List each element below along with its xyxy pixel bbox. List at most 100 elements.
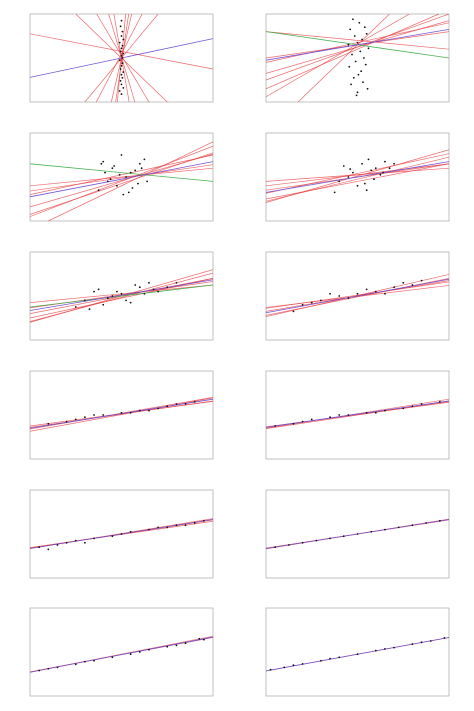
data-point: [143, 292, 146, 295]
data-point: [365, 288, 368, 291]
data-point: [120, 47, 123, 50]
data-point: [129, 171, 132, 174]
data-point: [122, 38, 125, 41]
data-point: [138, 162, 141, 165]
data-point: [350, 83, 352, 86]
ols-line: [266, 161, 449, 193]
data-point: [397, 526, 400, 529]
chart-panel-7: [29, 370, 214, 460]
sample-line: [266, 14, 439, 90]
data-point: [438, 400, 441, 403]
data-point: [356, 184, 359, 187]
data-point: [84, 660, 86, 663]
ols-line: [266, 278, 449, 314]
chart-panel-6: [265, 251, 450, 341]
data-point: [111, 295, 114, 297]
data-point: [157, 526, 159, 529]
data-point: [365, 32, 368, 35]
data-point: [364, 63, 367, 66]
data-point: [329, 657, 331, 660]
data-point: [120, 19, 123, 22]
data-point: [134, 169, 137, 172]
data-point: [292, 664, 295, 667]
sample-line: [30, 164, 213, 192]
sample-line: [30, 33, 213, 70]
data-point: [352, 18, 354, 21]
data-point: [402, 281, 405, 284]
data-point: [357, 73, 360, 76]
data-point: [301, 420, 304, 423]
alt-line: [30, 284, 213, 308]
data-point: [140, 167, 143, 170]
data-point: [356, 653, 359, 656]
data-point: [106, 180, 109, 183]
data-point: [359, 50, 362, 53]
data-point: [118, 90, 121, 92]
data-point: [84, 541, 86, 544]
data-point: [143, 158, 146, 161]
sample-line: [266, 31, 449, 50]
chart-panel-10: [265, 489, 450, 579]
data-point: [120, 35, 123, 37]
plot-frame: [29, 607, 214, 697]
data-point: [74, 418, 77, 421]
data-point: [352, 76, 355, 79]
chart-svg-5: [29, 251, 214, 341]
data-point: [129, 301, 132, 304]
data-point: [104, 171, 106, 174]
data-point: [119, 25, 122, 28]
data-point: [310, 301, 313, 304]
data-point: [56, 544, 59, 546]
ols-line: [30, 161, 213, 198]
data-point: [102, 303, 105, 306]
sample-line: [30, 145, 213, 217]
data-point: [320, 299, 322, 302]
data-point: [120, 411, 123, 414]
data-point: [402, 407, 405, 410]
sample-line: [266, 398, 449, 429]
data-point: [198, 637, 201, 640]
data-point: [420, 403, 423, 405]
chart-panel-4: [265, 132, 450, 222]
chart-panel-1: [29, 13, 214, 103]
data-point: [119, 68, 122, 70]
data-point: [100, 162, 103, 165]
chart-svg-10: [265, 489, 450, 579]
data-point: [338, 180, 341, 183]
data-point: [315, 539, 318, 542]
data-point: [97, 288, 100, 291]
data-point: [119, 79, 122, 82]
data-point: [374, 649, 377, 652]
data-point: [93, 537, 95, 540]
sample-line: [30, 167, 213, 187]
data-point: [47, 667, 50, 670]
sample-line: [30, 397, 213, 432]
data-point: [367, 158, 370, 161]
data-point: [93, 290, 95, 293]
data-point: [119, 50, 122, 53]
data-point: [148, 648, 150, 651]
data-point: [122, 87, 125, 89]
data-point: [111, 656, 114, 659]
sample-line: [96, 14, 143, 102]
data-point: [202, 638, 205, 641]
data-point: [97, 189, 100, 192]
data-point: [384, 160, 386, 163]
data-point: [438, 519, 441, 522]
data-point: [420, 279, 423, 282]
data-point: [373, 178, 375, 181]
data-point: [74, 539, 77, 542]
data-point: [47, 548, 50, 551]
sample-line: [30, 152, 213, 215]
data-point: [65, 541, 68, 544]
chart-svg-6: [265, 251, 450, 341]
ols-line: [30, 38, 213, 78]
data-point: [118, 41, 121, 44]
data-point: [121, 57, 124, 59]
data-point: [292, 310, 295, 313]
data-point: [393, 162, 395, 165]
data-point: [356, 41, 359, 44]
data-point: [125, 299, 127, 302]
data-point: [382, 171, 385, 174]
plot-frame: [265, 13, 450, 103]
